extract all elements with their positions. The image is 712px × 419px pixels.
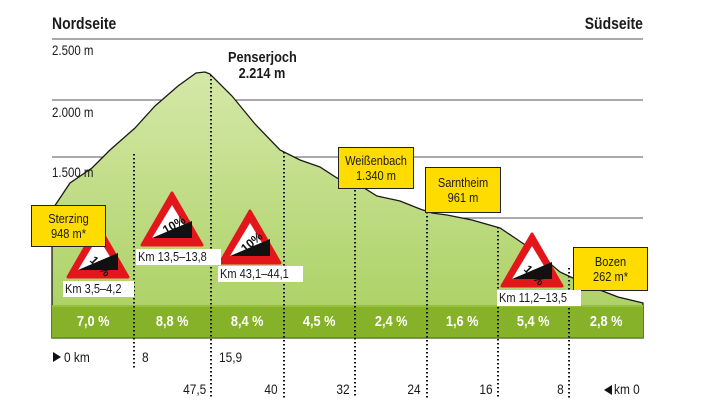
gradient-segment-8: 2,8 %: [589, 313, 623, 330]
place-elevation: 948 m*: [50, 226, 87, 241]
place-elevation: 262 m*: [592, 269, 629, 284]
place-name: Bozen: [594, 254, 627, 269]
gradient-segment-4: 4,5 %: [303, 313, 336, 330]
peak-label: Penserjoch 2.214 m: [222, 50, 302, 82]
steep-range-2: Km 13,5–13,8: [136, 249, 221, 265]
south-km-16: 16: [479, 381, 493, 397]
gradient-segment-1: 7,0 %: [76, 313, 110, 330]
steep-range-3: Km 43,1–44,1: [218, 266, 303, 282]
y-label-2000: 2.000 m: [52, 104, 94, 120]
south-km-24: 24: [407, 381, 421, 397]
place-elevation: 961 m: [447, 190, 479, 205]
north-side-title: Nordseite: [52, 14, 117, 33]
north-km-8: 8: [142, 349, 149, 365]
gradient-segment-2: 8,8 %: [156, 313, 189, 330]
peak-name: Penserjoch: [228, 49, 297, 66]
north-start-arrow-icon: [53, 352, 61, 362]
place-name: Weißenbach: [345, 153, 407, 168]
gradient-segment-5: 2,4 %: [374, 313, 408, 330]
steep-range-1: Km 3,5–4,2: [63, 281, 134, 297]
steep-sign-2: 10%: [140, 191, 204, 247]
north-km-15-9: 15,9: [219, 349, 243, 365]
place-name: Sterzing: [48, 211, 89, 226]
south-side-title: Südseite: [584, 14, 643, 33]
south-km-32: 32: [336, 381, 350, 397]
south-km-47-5: 47,5: [182, 381, 206, 397]
south-start-arrow-icon: [604, 385, 612, 395]
gradient-band: [52, 305, 643, 338]
gradient-segment-3: 8,4 %: [231, 313, 264, 330]
south-km-8: 8: [557, 381, 564, 397]
place-box-bozen: Bozen 262 m*: [573, 247, 648, 291]
south-km-end: km 0: [614, 381, 640, 397]
place-box-sterzing: Sterzing 948 m*: [31, 205, 106, 247]
peak-elevation: 2.214 m: [238, 65, 286, 82]
y-label-1500: 1.500 m: [52, 164, 94, 180]
steep-sign-4: 11%: [500, 232, 564, 289]
steep-range-4: Km 11,2–13,5: [497, 290, 581, 306]
place-box-weissenbach: Weißenbach 1.340 m: [338, 147, 414, 189]
y-label-2500: 2.500 m: [52, 42, 94, 58]
steep-sign-1: 11%: [66, 223, 130, 280]
place-box-sarntheim: Sarntheim 961 m: [425, 167, 501, 213]
south-km-40: 40: [264, 381, 278, 397]
north-km-start: 0 km: [64, 349, 90, 365]
place-elevation: 1.340 m: [356, 168, 396, 183]
steep-sign-3: 10%: [218, 209, 282, 265]
km-dividers: [133, 75, 570, 398]
gradient-segment-6: 1,6 %: [446, 313, 479, 330]
place-name: Sarntheim: [437, 175, 489, 190]
gradient-segment-7: 5,4 %: [517, 313, 550, 330]
